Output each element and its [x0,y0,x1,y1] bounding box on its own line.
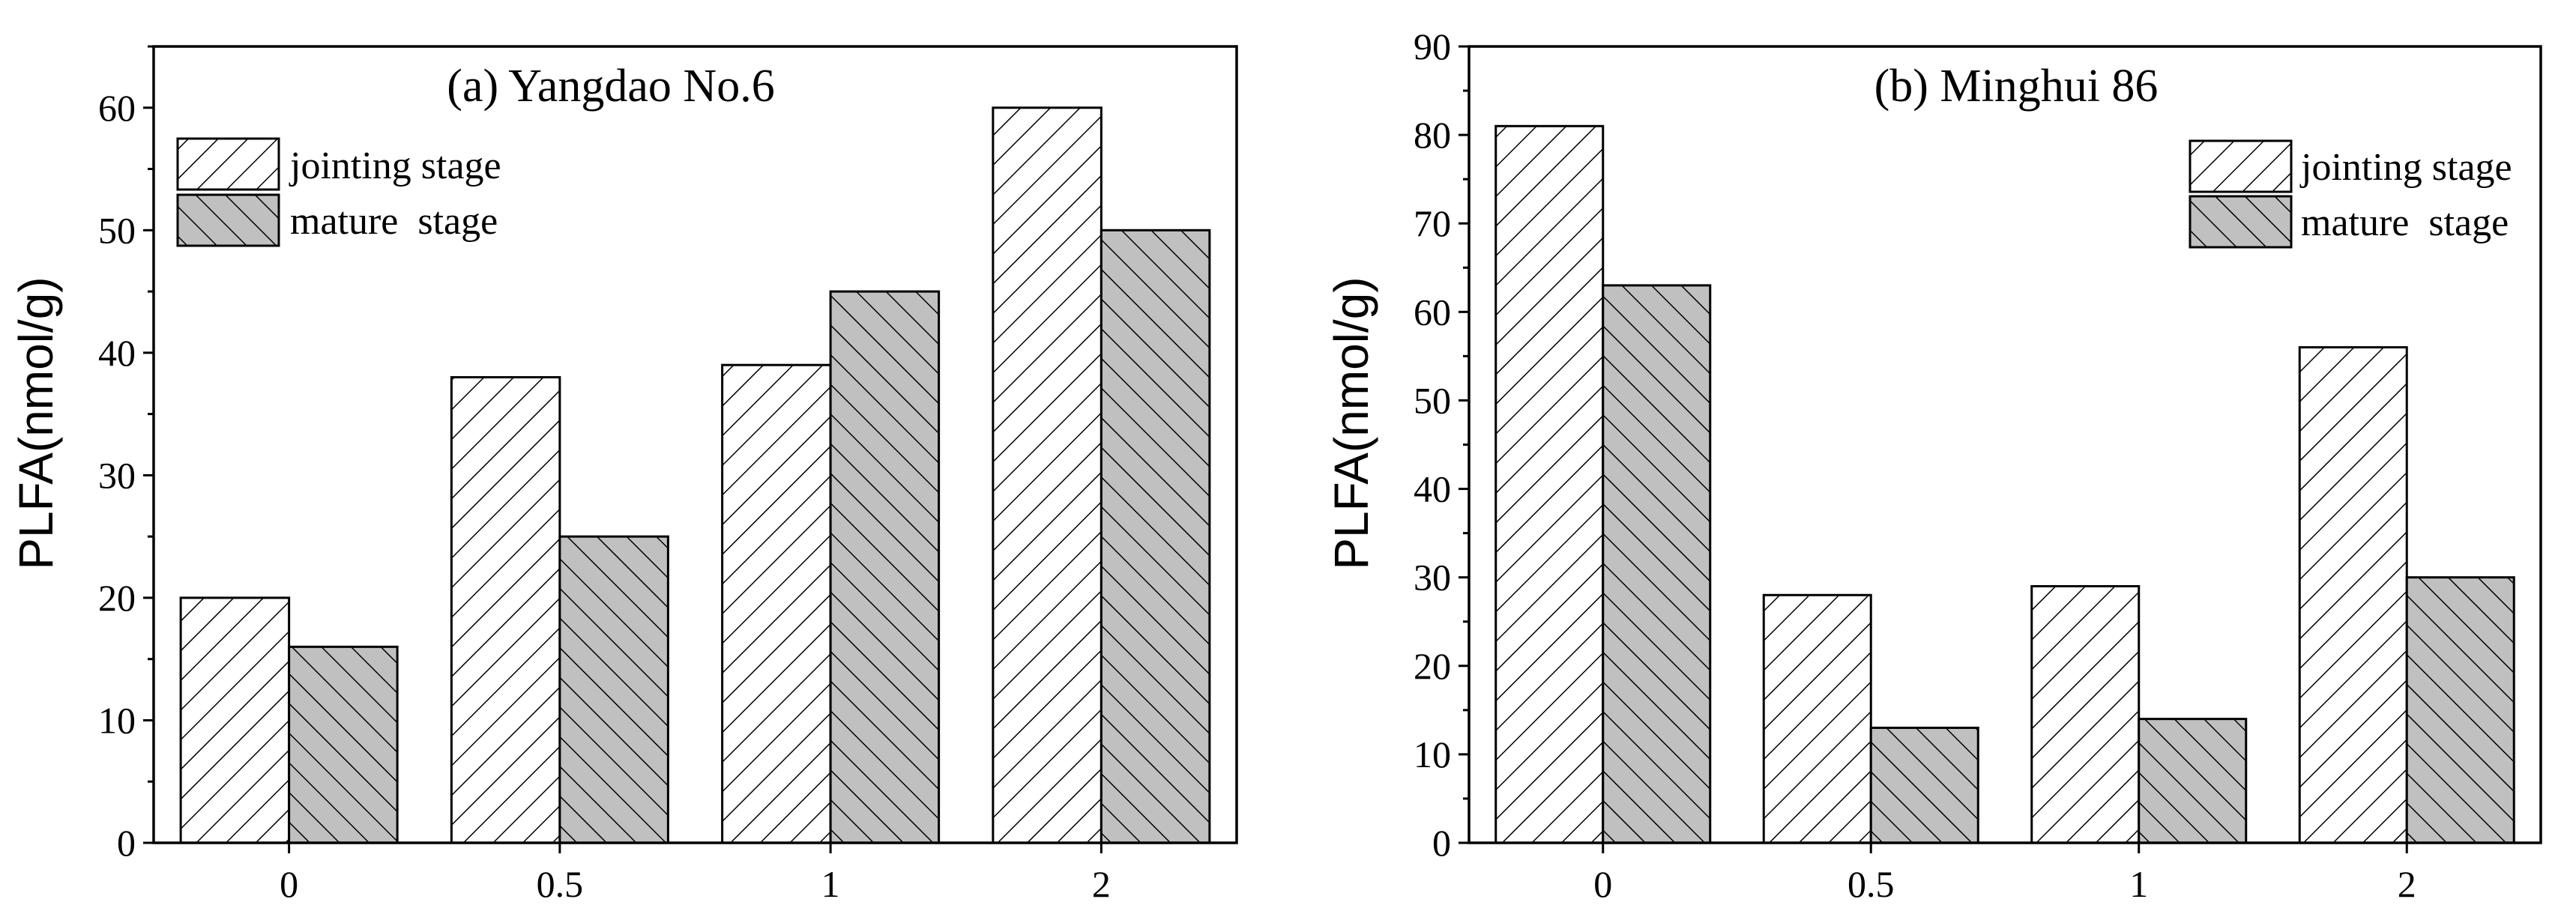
chart-title: (a) Yangdao No.6 [447,61,774,112]
y-tick-label: 50 [1414,379,1451,421]
bar-jointing-1 [1762,593,1872,844]
bars [179,106,1211,844]
y-tick-label: 40 [98,332,136,374]
y-tick-label: 30 [98,454,136,496]
bar-mature-3 [2405,576,2515,844]
x-tick-label: 2 [2398,863,2416,905]
y-tick-label: 0 [1432,822,1451,864]
x-tick-label: 0 [1593,863,1612,905]
y-tick-label: 70 [1414,202,1451,244]
y-axis-label: PLFA(nmol/g) [1324,276,1378,569]
bar-jointing-0 [1494,124,1605,844]
y-tick-label: 50 [98,209,136,251]
x-tick-label: 1 [821,863,840,905]
y-tick-label: 40 [1414,468,1451,510]
bars [1494,124,2515,844]
bar-jointing-3 [2298,346,2408,844]
y-axis-label: PLFA(nmol/g) [9,276,63,569]
y-tick-label: 90 [1414,25,1451,67]
bar-jointing-2 [2030,584,2141,844]
legend-label-jointing: jointing stage [2299,146,2512,189]
y-tick-label: 10 [1414,733,1451,775]
legend-swatch-mature [176,193,280,247]
legend-swatch-mature [2189,195,2293,249]
y-tick-label: 80 [1414,114,1451,156]
bar-mature-0 [288,645,399,844]
x-tick-labels: 0 0.5 1 2 [1593,863,2416,905]
y-tick-label: 10 [98,699,136,741]
x-tick-labels: 0 0.5 1 2 [280,863,1111,905]
x-tick-label: 0.5 [1847,863,1895,905]
bar-mature-2 [829,290,941,844]
legend-label-jointing: jointing stage [289,145,501,187]
bar-mature-0 [1602,284,1712,844]
y-tick-label: 60 [98,87,136,129]
bar-mature-3 [1100,229,1211,844]
y-tick-label: 60 [1414,291,1451,333]
chart-panel-a: PLFA(nmol/g) 0 10 20 30 40 50 60 0 0.5 1 2 (a) Ya… [9,45,1238,905]
axis-ticks: 0 10 20 30 40 50 60 70 80 90 [1414,25,2408,864]
legend-label-mature: mature stage [2301,202,2509,244]
bar-jointing-2 [721,363,832,844]
bar-mature-2 [2138,718,2248,844]
y-tick-label: 0 [117,822,136,864]
chart-title: (b) Minghui 86 [1874,61,2159,112]
legend: jointing stage mature stage [176,137,501,247]
y-tick-label: 20 [98,577,136,619]
x-tick-label: 2 [1092,863,1111,905]
bar-jointing-3 [992,106,1103,844]
axis-ticks: 0 10 20 30 40 50 60 [98,45,1103,864]
bar-jointing-1 [450,376,561,844]
y-tick-label: 20 [1414,645,1451,687]
legend-label-mature: mature stage [290,200,498,243]
x-tick-label: 0 [280,863,298,905]
plot-frame [1468,45,2542,844]
x-tick-label: 0.5 [537,863,584,905]
legend-swatch-jointing [2189,139,2293,193]
y-tick-label: 30 [1414,557,1451,599]
bar-jointing-0 [179,596,291,844]
bar-mature-1 [1869,726,1979,844]
plot-frame [152,45,1238,844]
bar-mature-1 [558,535,669,844]
legend: jointing stage mature stage [2189,139,2512,249]
x-tick-label: 1 [2129,863,2148,905]
legend-swatch-jointing [176,137,280,191]
